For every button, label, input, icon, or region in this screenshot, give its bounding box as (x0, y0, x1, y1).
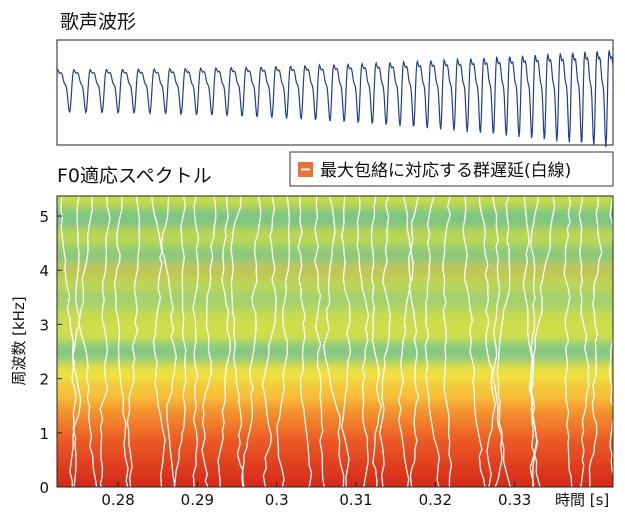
group-delay-line (276, 196, 291, 487)
x-axis-label: 時間 [s] (555, 491, 609, 509)
group-delay-line (126, 196, 141, 487)
group-delay-line (370, 196, 382, 487)
legend-swatch-dash (301, 168, 310, 171)
group-delay-line (496, 196, 511, 487)
y-tick-label: 0 (39, 479, 49, 497)
group-delay-line (230, 196, 245, 487)
group-delay-line (217, 196, 231, 487)
x-tick-label: 0.3 (265, 491, 289, 509)
y-tick-label: 5 (39, 208, 49, 226)
waveform-area (56, 50, 614, 148)
group-delay-line (528, 196, 541, 487)
spectrogram (57, 196, 613, 487)
group-delay-line (241, 196, 262, 487)
group-delay-line (356, 196, 370, 487)
group-delay-line (261, 196, 277, 487)
group-delay-line (113, 196, 129, 487)
axes: 0.28 0.29 0.3 0.31 0.32 0.33 0 1 2 3 4 5 (39, 208, 531, 509)
spectrogram-fill (57, 196, 613, 487)
waveform-line (56, 50, 614, 148)
group-delay-line (69, 196, 82, 487)
group-delay-line (424, 196, 440, 487)
formant-band (57, 342, 613, 362)
group-delay-line (152, 196, 170, 487)
group-delay-line (397, 196, 419, 487)
legend-box (289, 151, 614, 187)
group-delay-line (379, 196, 392, 487)
group-delay-line (323, 196, 345, 487)
group-delay-line (529, 196, 556, 487)
y-tick-label: 4 (39, 262, 49, 280)
group-delay-line (442, 196, 453, 487)
y-tick-label: 1 (39, 425, 49, 443)
group-delay-line (341, 196, 352, 487)
x-tick-label: 0.29 (181, 491, 214, 509)
x-tick-label: 0.32 (419, 491, 452, 509)
spectrum-title: F0適応スペクトル (57, 165, 212, 187)
x-tick-label: 0.33 (498, 491, 531, 509)
group-delay-line (563, 196, 573, 487)
group-delay-line (192, 196, 200, 487)
y-tick-label: 2 (39, 371, 49, 389)
formant-band (57, 264, 613, 276)
group-delay-line (297, 196, 313, 487)
x-tick-label: 0.28 (101, 491, 134, 509)
group-delay-line (201, 196, 217, 487)
group-delay-line (78, 196, 98, 487)
group-delay-line (99, 196, 111, 487)
group-delay-line (609, 196, 613, 477)
waveform-title: 歌声波形 (60, 11, 136, 33)
group-delay-line (588, 196, 603, 487)
group-delay-line (173, 196, 187, 487)
group-delay-lines (60, 196, 613, 487)
y-tick-label: 3 (39, 316, 49, 334)
x-tick-label: 0.31 (339, 491, 372, 509)
group-delay-line (578, 196, 590, 487)
group-delay-line (462, 196, 486, 487)
waveform-frame (56, 39, 614, 146)
group-delay-line (314, 196, 325, 487)
formant-band (57, 291, 613, 309)
y-axis-label: 周波数 [kHz] (10, 296, 28, 385)
legend-label: 最大包絡に対応する群遅延(白線) (320, 161, 571, 181)
group-delay-line (151, 196, 178, 487)
spectrogram-frame (56, 195, 614, 488)
group-delay-line (478, 196, 497, 487)
